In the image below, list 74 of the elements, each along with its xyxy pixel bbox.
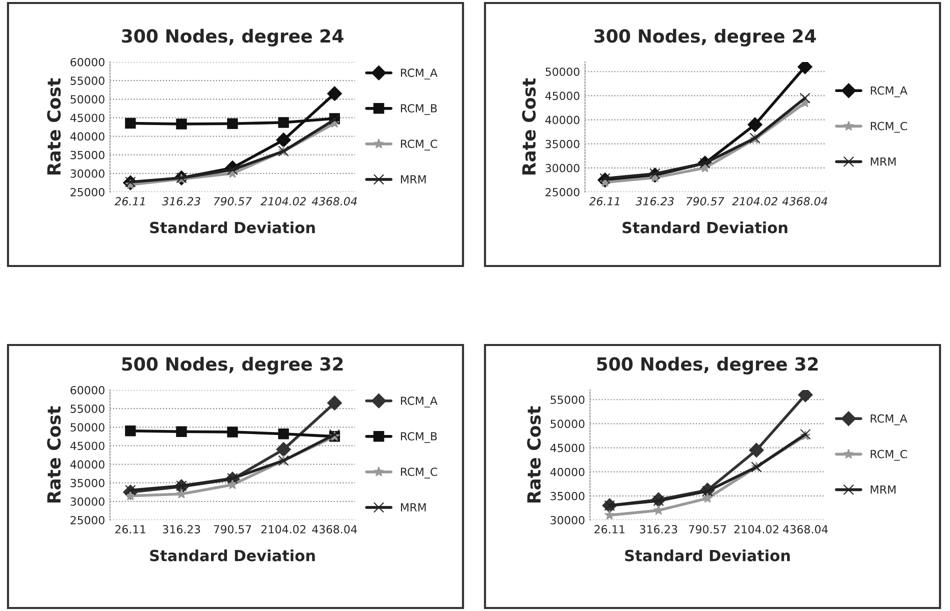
- x-tick-label: 26.11: [594, 525, 624, 534]
- y-tick-label: 35000: [70, 478, 104, 488]
- legend-label: MRM: [400, 175, 426, 184]
- x-tick-label: 316.23: [162, 525, 200, 534]
- x-tick-label: 790.57: [214, 197, 252, 206]
- x-tick-label: 316.23: [640, 525, 678, 534]
- legend-label: RCM_C: [400, 468, 438, 478]
- x-tick-label: 790.57: [686, 197, 724, 206]
- chart-title: 500 Nodes, degree 32: [122, 356, 343, 374]
- y-tick-label: 35000: [70, 150, 104, 160]
- chart-title: 300 Nodes, degree 24: [594, 28, 816, 46]
- y-tick-label: 25000: [70, 516, 104, 524]
- chart-title: 500 Nodes, degree 32: [597, 356, 818, 374]
- y-tick-label: 35000: [550, 492, 584, 500]
- legend-label: MRM: [400, 503, 426, 512]
- y-tick-label: 50000: [70, 423, 104, 432]
- x-axis-title: Standard Deviation: [150, 550, 315, 562]
- y-tick-label: 45000: [70, 442, 104, 450]
- y-axis-title: Rate Cost: [47, 406, 61, 502]
- y-tick-label: 55000: [550, 396, 584, 404]
- x-tick-label: 2104.02: [261, 525, 306, 534]
- y-tick-label: 45000: [550, 444, 584, 452]
- x-tick-label: 790.57: [214, 525, 251, 534]
- y-axis-title: Rate Cost: [47, 78, 61, 174]
- y-tick-label: 55000: [70, 76, 104, 85]
- legend-label: MRM: [870, 485, 896, 494]
- y-tick-label: 50000: [546, 68, 580, 76]
- y-axis-title: Rate Cost: [522, 78, 536, 174]
- x-tick-label: 4368.04: [312, 197, 357, 206]
- y-tick-label: 30000: [546, 164, 580, 172]
- y-tick-label: 40000: [70, 460, 104, 469]
- x-tick-label: 2104.02: [260, 197, 306, 206]
- y-tick-label: 60000: [70, 386, 104, 394]
- x-axis-title: Standard Deviation: [622, 222, 788, 234]
- x-tick-label: 4368.04: [782, 525, 828, 534]
- y-tick-label: 30000: [70, 169, 104, 178]
- legend-label: RCM_C: [870, 122, 908, 133]
- y-tick-label: 40000: [550, 468, 584, 476]
- y-tick-label: 50000: [550, 420, 584, 428]
- legend-label: RCM_A: [400, 396, 438, 408]
- legend-label: RCM_B: [400, 104, 437, 115]
- x-tick-label: 2104.02: [734, 525, 778, 534]
- legend-label: RCM_B: [400, 432, 437, 443]
- x-tick-label: 26.11: [114, 197, 145, 206]
- legend-label: MRM: [870, 157, 896, 166]
- y-tick-label: 30000: [550, 516, 584, 524]
- y-tick-label: 40000: [70, 132, 104, 141]
- y-tick-label: 60000: [70, 58, 104, 66]
- x-axis-title: Standard Deviation: [625, 550, 790, 562]
- legend-label: RCM_C: [400, 140, 438, 150]
- y-tick-label: 25000: [70, 188, 104, 196]
- x-tick-label: 790.57: [688, 525, 726, 534]
- y-tick-label: 35000: [546, 140, 580, 148]
- y-tick-label: 45000: [70, 114, 104, 122]
- x-tick-label: 4368.04: [782, 197, 828, 206]
- y-tick-label: 55000: [70, 404, 104, 413]
- legend-label: RCM_A: [870, 86, 908, 98]
- y-tick-label: 45000: [545, 92, 580, 100]
- x-tick-label: 316.23: [162, 197, 200, 206]
- legend-label: RCM_A: [400, 68, 438, 80]
- y-tick-label: 50000: [70, 95, 104, 104]
- legend-label: RCM_C: [870, 450, 907, 461]
- y-tick-label: 25000: [546, 188, 580, 196]
- x-axis-title: Standard Deviation: [150, 222, 315, 234]
- x-tick-label: 26.11: [589, 197, 620, 206]
- chart-title: 300 Nodes, degree 24: [122, 28, 344, 46]
- y-axis-title: Rate Cost: [527, 406, 541, 502]
- x-tick-label: 26.11: [115, 525, 146, 534]
- legend-label: RCM_A: [870, 414, 908, 426]
- y-tick-label: 30000: [70, 497, 104, 506]
- x-tick-label: 2104.02: [732, 197, 778, 206]
- x-tick-label: 316.23: [636, 197, 674, 206]
- x-tick-label: 4368.04: [312, 525, 357, 534]
- y-tick-label: 40000: [545, 116, 580, 124]
